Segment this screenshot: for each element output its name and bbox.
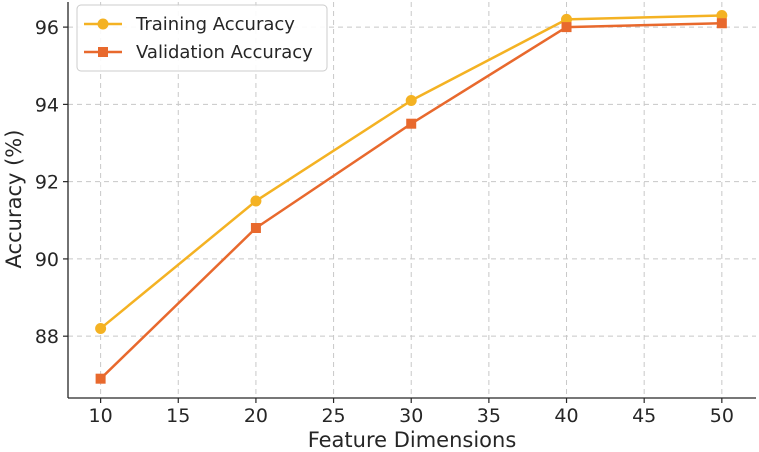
data-point-validation-accuracy [561, 22, 572, 33]
x-tick-label: 50 [710, 405, 734, 427]
x-tick-label: 35 [477, 405, 501, 427]
y-tick-label: 90 [35, 249, 59, 271]
legend-label-training: Training Accuracy [135, 14, 295, 35]
x-tick-label: 25 [321, 405, 345, 427]
x-tick-label: 45 [632, 405, 656, 427]
data-point-training-accuracy [250, 195, 262, 207]
grid [68, 2, 756, 398]
x-tick-label: 30 [399, 405, 423, 427]
data-point-validation-accuracy [716, 18, 727, 29]
data-point-validation-accuracy [250, 223, 261, 234]
data-point-validation-accuracy [95, 373, 106, 384]
axes [63, 2, 756, 403]
legend-box [76, 4, 328, 72]
legend-marker-validation [98, 47, 108, 57]
data-point-training-accuracy [405, 95, 417, 107]
y-tick-label: 94 [35, 94, 59, 116]
y-tick-label: 92 [35, 172, 59, 194]
x-tick-label: 15 [166, 405, 190, 427]
y-tick-label: 88 [35, 326, 59, 348]
data-point-training-accuracy [95, 322, 107, 334]
series-lines [95, 10, 728, 384]
y-axis-title: Accuracy (%) [2, 130, 26, 269]
legend-marker-training [97, 18, 109, 30]
x-axis-title: Feature Dimensions [308, 428, 517, 452]
legend-label-validation: Validation Accuracy [136, 42, 313, 63]
legend: Training Accuracy Validation Accuracy [76, 4, 328, 72]
x-tick-label: 10 [89, 405, 113, 427]
x-tick-label: 40 [554, 405, 578, 427]
x-tick-label: 20 [244, 405, 268, 427]
tick-labels: 10 15 20 25 30 35 40 45 50 88 90 92 94 96 [35, 17, 734, 427]
y-tick-label: 96 [35, 17, 59, 39]
data-point-validation-accuracy [406, 118, 417, 129]
